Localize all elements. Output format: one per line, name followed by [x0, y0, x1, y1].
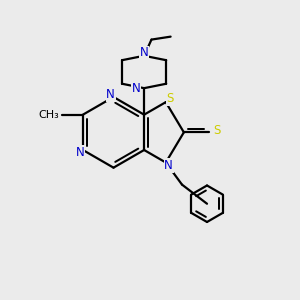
Text: N: N: [76, 146, 84, 159]
Text: N: N: [140, 46, 148, 59]
Text: N: N: [131, 82, 140, 95]
Text: N: N: [106, 88, 115, 101]
Text: N: N: [164, 159, 173, 172]
Text: S: S: [213, 124, 221, 137]
Text: S: S: [167, 92, 174, 105]
Text: CH₃: CH₃: [38, 110, 59, 120]
